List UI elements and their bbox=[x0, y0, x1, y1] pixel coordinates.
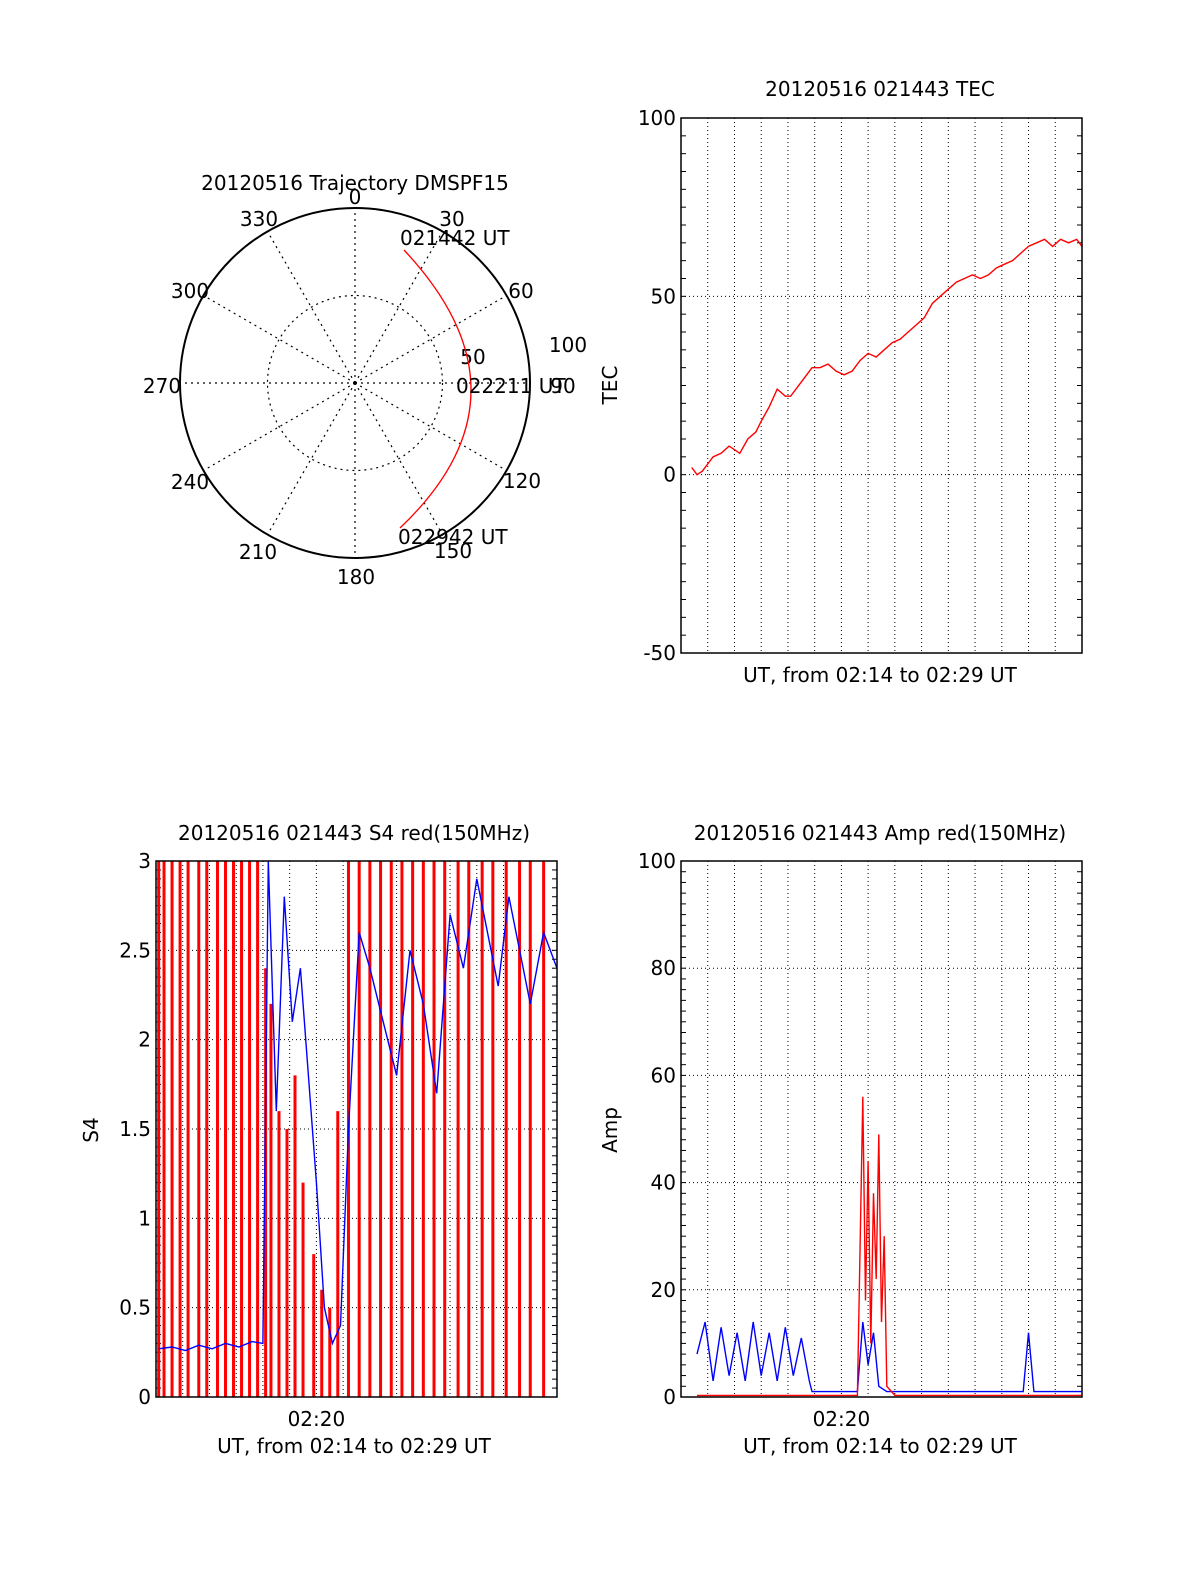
polar-azimuth-label: 150 bbox=[434, 539, 472, 563]
polar-radius-label: 100 bbox=[549, 333, 587, 357]
polar-start-label: 021442 UT bbox=[400, 226, 510, 250]
tec-plot-area bbox=[691, 238, 1082, 476]
s4-ytick-label: 0 bbox=[138, 1385, 151, 1409]
polar-spoke bbox=[266, 231, 356, 384]
polar-azimuth-label: 90 bbox=[550, 374, 575, 398]
amp-xtick-label: 02:20 bbox=[813, 1407, 871, 1431]
amp-ytick-label: 40 bbox=[651, 1171, 676, 1195]
s4-ytick-label: 2 bbox=[138, 1028, 151, 1052]
amp-frame bbox=[680, 860, 1083, 1398]
s4-ytick-label: 1 bbox=[138, 1206, 151, 1230]
polar-azimuth-label: 120 bbox=[503, 469, 541, 493]
s4-chart: 20120516 021443 S4 red(150MHz) UT, from … bbox=[79, 821, 558, 1458]
tec-series-line bbox=[691, 238, 1082, 476]
s4-title: 20120516 021443 S4 red(150MHz) bbox=[178, 821, 530, 845]
polar-inner-circle bbox=[266, 294, 444, 472]
amp-ytick-label: 60 bbox=[651, 1063, 676, 1087]
polar-azimuth-label: 180 bbox=[337, 565, 375, 589]
polar-azimuth-label: 240 bbox=[171, 470, 209, 494]
polar-trajectory-plot: 20120516 Trajectory DMSPF15 0 30 60 90 120 15… bbox=[143, 171, 587, 589]
tec-xlabel: UT, from 02:14 to 02:29 UT bbox=[743, 663, 1018, 687]
polar-radius-label: 50 bbox=[460, 345, 485, 369]
tec-ytick-label: 0 bbox=[663, 463, 676, 487]
s4-plot-area bbox=[157, 861, 557, 1397]
amp-xlabel: UT, from 02:14 to 02:29 UT bbox=[743, 1434, 1018, 1458]
s4-ylabel: S4 bbox=[79, 1117, 103, 1142]
polar-spoke bbox=[354, 382, 444, 535]
amp-series-line bbox=[697, 1096, 1082, 1397]
polar-azimuth-label: 300 bbox=[171, 279, 209, 303]
polar-end-label: 022942 UT bbox=[398, 525, 508, 549]
tec-ytick-label: 100 bbox=[638, 106, 676, 130]
s4-series-line bbox=[158, 861, 557, 1352]
polar-spoke bbox=[354, 231, 444, 384]
amp-ytick-label: 0 bbox=[663, 1385, 676, 1409]
amp-ytick-label: 100 bbox=[638, 849, 676, 873]
polar-spoke bbox=[266, 382, 356, 535]
amp-ytick-label: 20 bbox=[651, 1278, 676, 1302]
s4-ytick-label: 1.5 bbox=[119, 1117, 151, 1141]
s4-ytick-label: 2.5 bbox=[119, 938, 151, 962]
polar-spoke bbox=[354, 294, 507, 384]
s4-xlabel: UT, from 02:14 to 02:29 UT bbox=[217, 1434, 492, 1458]
amp-chart: 20120516 021443 Amp red(150MHz) UT, from… bbox=[598, 821, 1083, 1458]
amp-title: 20120516 021443 Amp red(150MHz) bbox=[694, 821, 1066, 845]
polar-spoke bbox=[203, 382, 356, 472]
polar-spoke bbox=[203, 294, 356, 384]
polar-azimuth-label: 330 bbox=[240, 207, 278, 231]
polar-azimuth-label: 270 bbox=[143, 374, 181, 398]
tec-ylabel: TEC bbox=[598, 366, 622, 406]
tec-frame bbox=[680, 117, 1083, 654]
tec-ytick-label: 50 bbox=[651, 284, 676, 308]
s4-xtick-label: 02:20 bbox=[288, 1407, 346, 1431]
tec-ytick-label: -50 bbox=[643, 641, 676, 665]
tec-title: 20120516 021443 TEC bbox=[765, 77, 995, 101]
polar-azimuth-label: 60 bbox=[508, 279, 533, 303]
amp-plot-area bbox=[696, 1096, 1082, 1397]
amp-series-line bbox=[696, 1321, 1082, 1393]
s4-ytick-label: 3 bbox=[138, 849, 151, 873]
polar-azimuth-label: 210 bbox=[239, 540, 277, 564]
s4-frame bbox=[155, 860, 558, 1398]
polar-title: 20120516 Trajectory DMSPF15 bbox=[201, 171, 509, 195]
polar-azimuth-label: 0 bbox=[349, 185, 362, 209]
polar-trajectory-line bbox=[399, 249, 472, 529]
polar-azimuth-label: 30 bbox=[439, 207, 464, 231]
polar-spoke bbox=[354, 382, 507, 472]
tec-chart: 20120516 021443 TEC UT, from 02:14 to 02… bbox=[598, 77, 1083, 687]
polar-mid-label: 022211 UT bbox=[456, 374, 566, 398]
amp-ylabel: Amp bbox=[598, 1107, 622, 1153]
amp-ytick-label: 80 bbox=[651, 956, 676, 980]
s4-ytick-label: 0.5 bbox=[119, 1296, 151, 1320]
